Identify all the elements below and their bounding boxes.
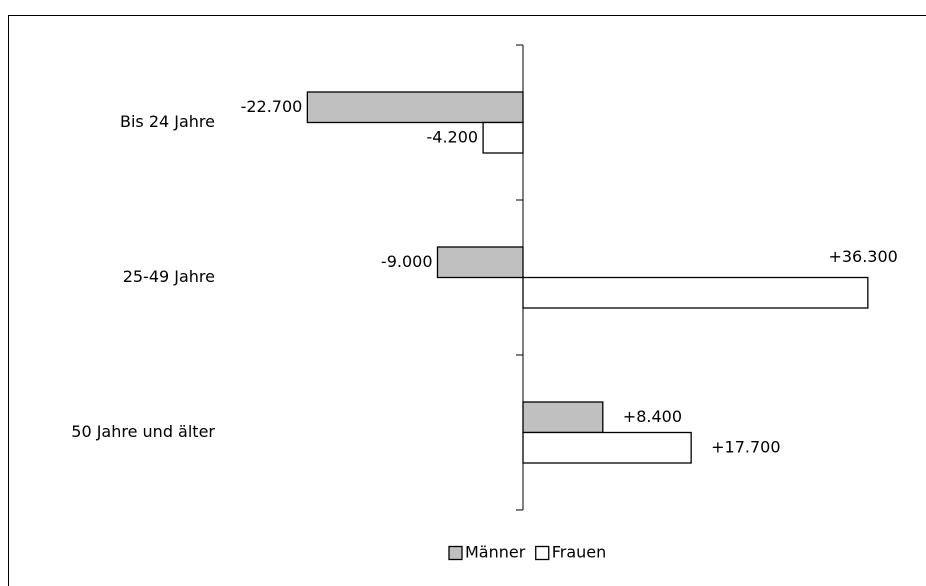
bar (522, 276, 869, 309)
legend-swatch (535, 545, 550, 561)
value-label: -9.000 (381, 252, 433, 271)
legend-label: Frauen (552, 543, 607, 562)
frame (8, 15, 926, 586)
legend-swatch (448, 545, 463, 561)
category-label: 25-49 Jahre (123, 267, 215, 286)
category-label: 50 Jahre und älter (71, 422, 215, 441)
bar (522, 431, 692, 464)
bar (482, 121, 524, 154)
value-label: +36.300 (828, 247, 897, 266)
category-label: Bis 24 Jahre (120, 112, 215, 131)
bar (306, 91, 524, 124)
value-label: +17.700 (711, 437, 780, 456)
value-label: +8.400 (623, 407, 682, 426)
value-label: -4.200 (427, 127, 479, 146)
bar (436, 246, 524, 279)
value-label: -22.700 (241, 97, 303, 116)
legend-label: Männer (465, 543, 526, 562)
bar (522, 401, 604, 434)
